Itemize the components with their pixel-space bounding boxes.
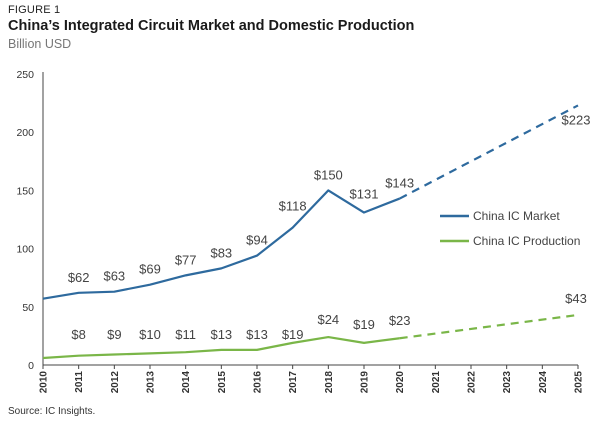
y-tick-label: 200 [16, 127, 34, 139]
data-labels: $62 $63 $69 $77 $83 $94 $118 $150 $131 $143 $223 $8… [68, 112, 591, 342]
data-label: $9 [107, 327, 121, 342]
x-tick-label: 2023 [502, 371, 513, 394]
data-label: $62 [68, 270, 90, 285]
x-tick-label: 2016 [253, 371, 264, 394]
data-label: $223 [562, 112, 591, 127]
data-label: $8 [71, 327, 85, 342]
y-axis-ticks: 0 50 100 150 200 250 [16, 69, 34, 372]
data-label: $24 [317, 312, 339, 327]
series-line-projected [399, 313, 579, 340]
x-tick-label: 2012 [110, 371, 121, 394]
x-tick-label: 2025 [574, 371, 585, 394]
y-tick-label: 250 [16, 69, 34, 81]
data-label: $19 [353, 317, 375, 332]
y-tick-label: 0 [28, 360, 34, 372]
data-label: $143 [385, 176, 414, 191]
data-label: $13 [246, 327, 268, 342]
series-line-projected [399, 104, 579, 200]
x-tick-label: 2015 [217, 371, 228, 394]
y-tick-label: 150 [16, 185, 34, 197]
series-lines [42, 104, 579, 360]
data-label: $83 [210, 245, 232, 260]
x-tick-label: 2021 [431, 371, 442, 394]
data-label: $118 [279, 199, 307, 214]
legend-label: China IC Production [473, 234, 580, 248]
x-tick-label: 2018 [324, 371, 335, 394]
data-label: $131 [350, 187, 379, 202]
legend-label: China IC Market [473, 209, 560, 223]
axes [42, 72, 578, 366]
data-label: $19 [282, 327, 304, 342]
data-label: $94 [246, 233, 268, 248]
x-tick-label: 2024 [538, 371, 549, 394]
data-label: $23 [389, 313, 411, 328]
x-tick-label: 2020 [395, 371, 406, 394]
data-label: $10 [139, 327, 161, 342]
data-label: $11 [175, 327, 196, 342]
data-label: $150 [314, 167, 343, 182]
y-tick-label: 100 [16, 244, 34, 256]
series-line-solid [42, 189, 401, 300]
data-label: $43 [565, 291, 587, 306]
x-tick-label: 2017 [288, 371, 299, 394]
x-tick-label: 2013 [146, 371, 157, 394]
data-label: $77 [175, 252, 197, 267]
chart-title: China’s Integrated Circuit Market and Do… [8, 18, 415, 34]
figure-label: FIGURE 1 [8, 4, 61, 16]
x-tick-label: 2019 [360, 371, 371, 394]
x-tick-label: 2022 [467, 371, 478, 394]
chart-subtitle: Billion USD [8, 37, 72, 51]
data-label: $63 [103, 269, 125, 284]
series-line-solid [42, 335, 400, 360]
x-tick-label: 2010 [39, 371, 50, 394]
x-axis-ticks: 2010 2011 2012 2013 2014 2015 2016 2017 2018 2019… [39, 365, 585, 393]
x-tick-label: 2011 [74, 371, 85, 393]
y-tick-label: 50 [22, 302, 34, 314]
data-label: $69 [139, 262, 161, 277]
x-tick-label: 2014 [181, 371, 192, 394]
source-note: Source: IC Insights. [8, 406, 96, 417]
legend: China IC Market China IC Production [440, 209, 580, 248]
data-label: $13 [210, 327, 232, 342]
